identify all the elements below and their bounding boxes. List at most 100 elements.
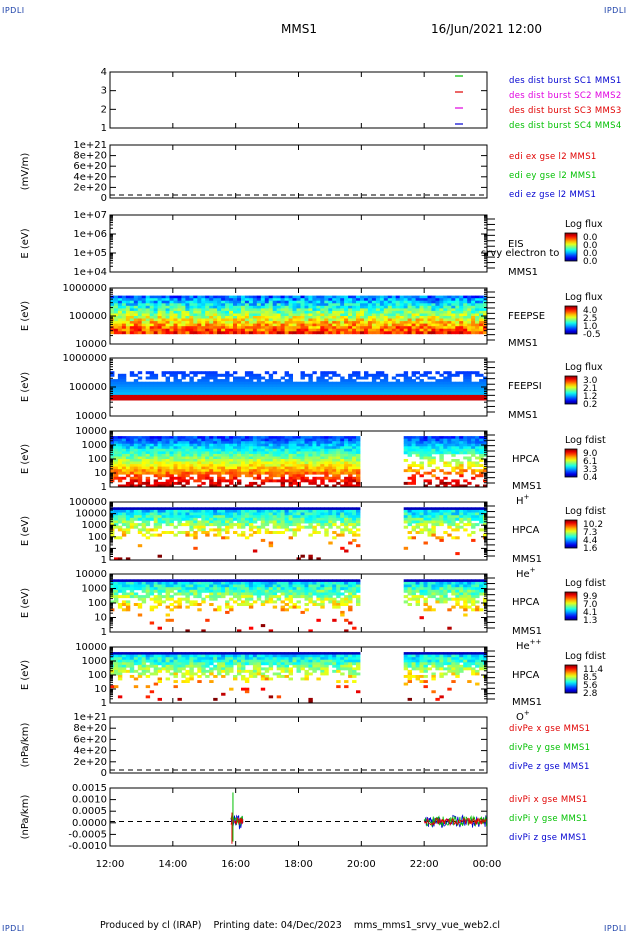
spectrogram-cell [451, 328, 456, 332]
spectrogram-cell [435, 305, 440, 309]
spectrogram-cell [479, 520, 484, 524]
spectrogram-cell [407, 517, 412, 521]
spectrogram-cell [312, 326, 317, 330]
spectrogram-cell [443, 331, 448, 335]
spectrogram-cell [467, 459, 472, 462]
spectrogram-cell [411, 520, 416, 524]
spectrogram-cell [344, 305, 349, 309]
spectrogram-cell [157, 328, 162, 332]
spectrogram-cell [284, 387, 289, 390]
spectrogram-cell [443, 476, 448, 480]
spectrogram-cell [391, 316, 397, 319]
spectrogram-cell [292, 384, 297, 388]
spectrogram-cell [110, 373, 115, 377]
spectrogram-cell [419, 328, 424, 332]
spectrogram-cell [407, 469, 412, 473]
spectrogram-cell [415, 331, 420, 335]
spectrogram-cell [121, 448, 127, 452]
spectrogram-cell [229, 441, 234, 445]
spectrogram-cell [233, 300, 238, 304]
spectrogram-cell [419, 308, 424, 312]
spectrogram-cell [312, 525, 317, 529]
spectrogram-cell [276, 298, 282, 302]
spectrogram-cell [471, 300, 476, 304]
spectrogram-cell [225, 531, 230, 534]
spectrogram-cell [221, 536, 226, 540]
spectrogram-cell [288, 392, 293, 396]
spectrogram-cell [316, 531, 321, 534]
spectrogram-cell [114, 476, 119, 480]
panel-frame-edi [109, 144, 488, 199]
spectrogram-cell [193, 387, 198, 390]
spectrogram-cell [181, 515, 186, 519]
spectrogram-cell [431, 507, 436, 511]
spectrogram-cell [399, 313, 405, 317]
spectrogram-cell [320, 381, 325, 385]
spectrogram-cell [455, 394, 460, 398]
spectrogram-cell [455, 303, 460, 307]
spectrogram-cell [344, 295, 349, 299]
spectrogram-cell [268, 394, 274, 398]
spectrogram-cell [292, 316, 297, 319]
spectrogram-cell [149, 313, 155, 317]
spectrogram-cell [193, 464, 198, 467]
spectrogram-cell [451, 316, 456, 319]
spectrogram-cell [185, 389, 190, 393]
spectrogram-cell [395, 308, 401, 312]
spectrogram-cell [431, 443, 436, 447]
spectrogram-cell [248, 451, 254, 455]
spectrogram-cell [332, 451, 337, 455]
spectrogram-cell [133, 308, 139, 312]
spectrogram-cell [260, 310, 266, 314]
spectrogram-cell [256, 328, 262, 332]
spectrogram-cell [459, 305, 464, 309]
spectrogram-cell [221, 520, 226, 524]
spectrogram-cell [411, 373, 416, 377]
spectrogram-cell [328, 512, 333, 516]
spectrogram-cell [443, 520, 448, 524]
spectrogram-cell [141, 533, 147, 537]
spectrogram-cell [181, 456, 186, 460]
spectrogram-cell [260, 438, 266, 442]
legend-entry: edi ey gse l2 MMS1 [509, 171, 597, 181]
spectrogram-cell [403, 509, 409, 513]
spectrogram-cell [133, 379, 139, 383]
spectrogram-cell [443, 305, 448, 309]
spectrogram-cell [471, 531, 476, 534]
spectrogram-cell [229, 479, 234, 483]
spectrogram-cell [237, 481, 242, 485]
spectrogram-cell [173, 392, 178, 396]
spectrogram-cell [169, 448, 174, 452]
spectrogram-cell [463, 517, 468, 521]
spectrogram-cell [371, 331, 377, 335]
spectrogram-cell [479, 387, 484, 390]
spectrogram-cell [352, 394, 357, 398]
spectrogram-cell [209, 515, 214, 519]
spectrogram-cell [280, 448, 285, 452]
spectrogram-cell [284, 321, 289, 324]
spectrogram-cell [463, 392, 468, 396]
spectrogram-cell [296, 313, 301, 317]
spectrogram-cell [121, 389, 127, 393]
spectrogram-cell [117, 484, 123, 488]
spectrogram-cell [320, 384, 325, 388]
spectrogram-cell [129, 479, 135, 483]
spectrogram-cell [209, 456, 214, 460]
spectrogram-cell [157, 316, 162, 319]
spectrogram-cell [344, 323, 349, 327]
spectrogram-cell [169, 392, 174, 396]
spectrogram-cell [189, 298, 194, 302]
spectrogram-cell [455, 323, 460, 327]
spectrogram-cell [459, 469, 464, 473]
spectrogram-cell [348, 541, 353, 545]
spectrogram-cell [447, 389, 452, 393]
spectrogram-cell [241, 531, 246, 534]
spectrogram-cell [435, 308, 440, 312]
spectrogram-cell [252, 305, 258, 309]
spectrogram-cell [316, 323, 321, 327]
spectrogram-cell [284, 448, 289, 452]
spectrogram-cell [225, 316, 230, 319]
spectrogram-cell [244, 397, 250, 401]
spectrogram-cell [244, 298, 250, 302]
y-tick-label: 10000 [75, 411, 107, 422]
